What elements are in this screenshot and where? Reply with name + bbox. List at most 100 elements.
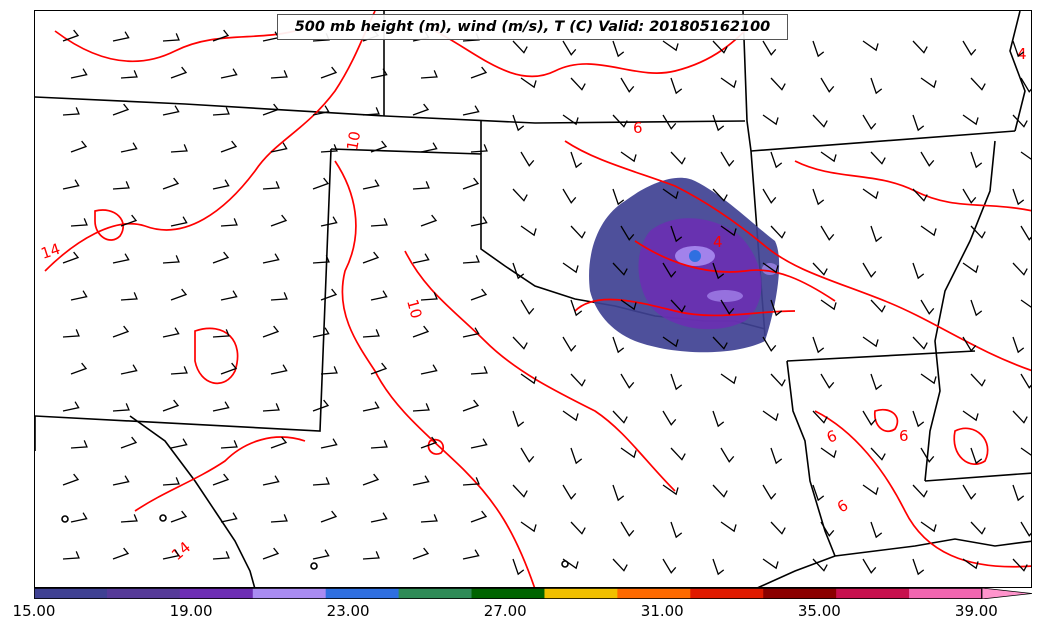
wind-barb	[512, 558, 525, 576]
wind-barb	[862, 40, 879, 52]
wind-barb	[1012, 484, 1025, 502]
wind-barb	[620, 373, 635, 389]
wind-barb	[112, 325, 130, 338]
contour-label: 10	[403, 297, 425, 320]
colorbar-segment	[617, 588, 691, 599]
wind-barb	[620, 77, 635, 93]
wind-barb	[370, 362, 388, 375]
wind-barb	[662, 188, 679, 200]
wind-barb	[662, 410, 677, 426]
wind-barb	[920, 521, 937, 533]
wind-barb	[870, 373, 883, 391]
wind-barb	[270, 436, 288, 449]
wind-barb	[612, 484, 625, 502]
colorbar-segment	[544, 588, 618, 599]
wind-barb	[420, 436, 438, 449]
wind-barb	[470, 66, 488, 79]
wind-barb	[362, 107, 380, 116]
wind-barb	[962, 336, 977, 352]
wind-barb	[520, 299, 535, 315]
calm-circle	[61, 515, 69, 523]
wind-barb	[962, 114, 979, 126]
wind-barb	[62, 329, 80, 338]
wind-barb	[320, 438, 338, 449]
wind-barb	[512, 262, 525, 280]
wind-barb	[720, 447, 735, 463]
colorbar-segment	[763, 588, 837, 599]
contour-ne	[794, 160, 1031, 212]
temperature-contours	[44, 11, 1031, 587]
wind-barb	[712, 484, 728, 498]
wind-barb	[262, 547, 280, 560]
wind-barb	[562, 336, 577, 352]
wind-barb	[212, 551, 230, 560]
wind-barb	[970, 373, 986, 387]
wind-barb	[770, 447, 783, 465]
wind-barb	[820, 225, 835, 241]
wind-barb	[662, 558, 677, 574]
wind-barb	[320, 288, 338, 301]
wind-barb	[70, 290, 88, 301]
contour-nw	[54, 30, 296, 63]
calm-circle	[310, 562, 318, 570]
wind-barb	[712, 188, 728, 202]
wind-barb	[862, 410, 877, 426]
wind-barb	[962, 40, 977, 56]
wind-barb	[620, 151, 637, 163]
wind-barb	[762, 484, 777, 500]
wind-barb	[970, 225, 986, 239]
wind-barb	[562, 114, 579, 126]
wind-barb	[270, 364, 288, 375]
wind-barb	[312, 327, 330, 338]
wind-barb	[170, 66, 188, 79]
wind-barb	[612, 558, 628, 572]
wind-barb	[70, 68, 88, 79]
wind-barb	[670, 225, 683, 243]
map-canvas: 14 10 10 6 6 6 14 4 4 6	[35, 11, 1031, 587]
wind-barb	[812, 558, 828, 572]
wind-barb	[862, 336, 879, 348]
wind-barb	[762, 40, 777, 56]
wind-barb	[612, 188, 625, 206]
colorbar-tick-label: 31.00	[640, 602, 684, 620]
wind-barb	[362, 251, 380, 264]
wind-barb	[270, 214, 288, 227]
wind-barb	[312, 255, 330, 264]
wind-barb	[970, 299, 983, 317]
wind-barb	[862, 114, 877, 130]
wind-barb	[262, 103, 280, 116]
wind-barb	[812, 40, 825, 58]
wind-barb	[1012, 558, 1028, 572]
wind-barb	[512, 40, 528, 54]
wind-barb	[520, 151, 535, 167]
wind-barb	[570, 225, 586, 239]
wind-barb	[1012, 336, 1025, 354]
colorbar-segment	[909, 588, 983, 599]
wind-barb	[762, 558, 779, 570]
colorbar-segment	[836, 588, 910, 599]
wind-barb	[862, 484, 879, 496]
wind-barb	[162, 177, 180, 190]
wind-barb	[720, 151, 735, 167]
contour-closed-5	[953, 427, 989, 465]
wind-barb	[920, 225, 937, 237]
wind-barb	[70, 440, 88, 449]
wind-barb	[820, 151, 837, 163]
wind-barb	[720, 373, 737, 385]
wind-barb	[1020, 77, 1031, 93]
wind-barb	[962, 262, 979, 274]
wind-barb	[320, 510, 338, 523]
wind-barb	[470, 144, 488, 153]
wind-barb	[870, 447, 886, 461]
wind-barb	[570, 77, 586, 91]
colorbar-tick-label: 35.00	[797, 602, 841, 620]
calm-circle	[561, 560, 569, 568]
wind-barb	[670, 373, 683, 391]
contour-10b	[404, 250, 676, 492]
wind-barb	[462, 177, 480, 190]
wind-barb	[1020, 225, 1031, 241]
wind-barb	[170, 438, 188, 449]
border-tx-la	[786, 360, 836, 557]
wind-barb	[62, 179, 80, 190]
wind-barb	[720, 225, 737, 237]
